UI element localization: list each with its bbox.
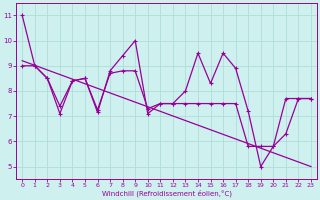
X-axis label: Windchill (Refroidissement éolien,°C): Windchill (Refroidissement éolien,°C)	[101, 190, 232, 197]
